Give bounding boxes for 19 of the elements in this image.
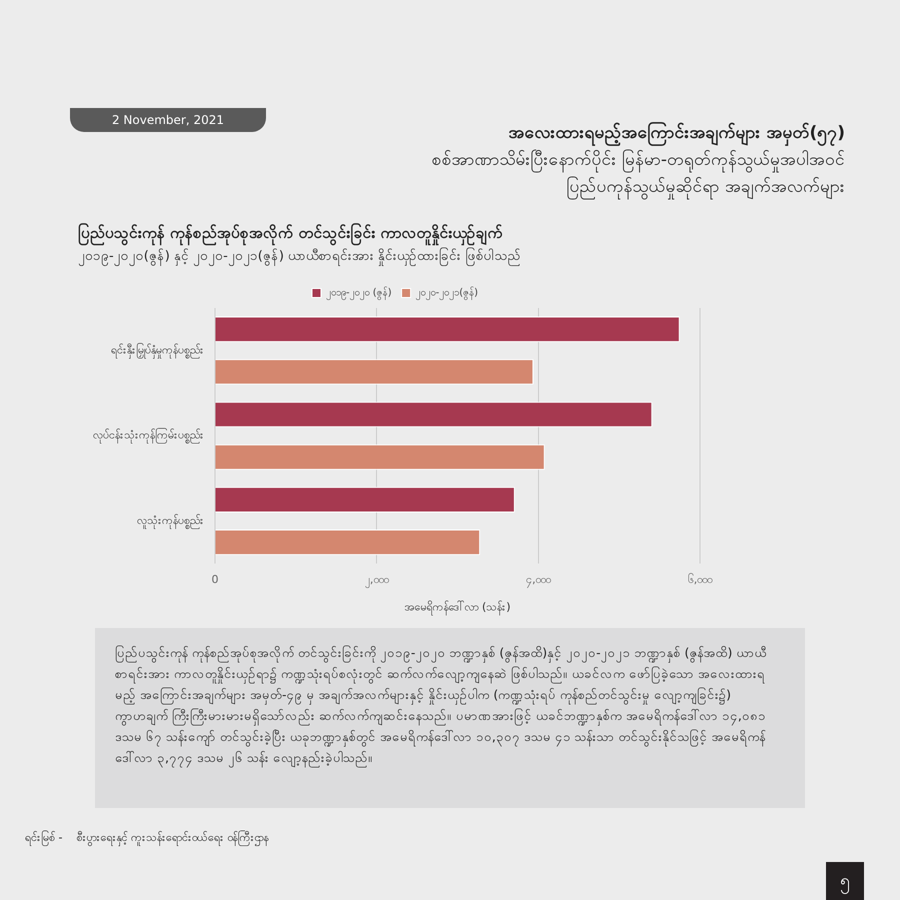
x-axis-title: အမေရိကန်ဒေါ်လာ (သန်း) bbox=[404, 600, 511, 616]
text: ၅ bbox=[826, 862, 864, 900]
chart-subtitle: ၂၀၁၉-၂၀၂၀(ဇွန်) နှင့် ၂၀၂၀-၂၀၂၁(ဇွန်) ယာယီစာရင်းအား နှိုင်းယှဉ်ထားခြင်း ဖြစ်ပါသည် bbox=[78, 247, 522, 266]
x-tick-label: ၆,၀၀၀ bbox=[688, 573, 712, 586]
x-tick-label: ၂,၀၀၀ bbox=[364, 573, 388, 588]
x-tick-label: 0 bbox=[212, 573, 218, 586]
text: ပြည်ပသွင်းကုန် ကုန်စည်အုပ်စုအလိုက် တင်သွင်းခြင်းကို ၂၀၁၉-၂၀၂၀ ဘဏ္ဍာနှစ် (ဇွန်အထိ)နှင့် ၂၀၂၀-၂၀၂၁ ဘဏ္ဍာနှစ် (ဇွန်အထိ) ယာယီစာရင်းအား ကာလတူနှိုင်းယှဉ်ရာ၌ ကဏ္ဍသုံးရပ်စလုံးတွင် ဆက်လက်လျော့ကျနေဆဲ ဖြစ်ပါသည်။ ယခင်လက ဖော်ပြခဲ့သော အလေးထားရမည့် အကြောင်းအချက်များ အမှတ်-၄၉ မှ အချက်အလက်များနှင့် နှိုင်းယှဉ်ပါက (ကဏ္ဍသုံးရပ် ကုန်စည်တင်သွင်းမှု လျော့ကျခြင်း၌) ကွာဟချက် ကြီးကြီးမားမားမရှိသော်လည်း ဆက်လက်ကျဆင်းနေသည်။ ပမာဏအားဖြင့် ယခင်ဘဏ္ဍာနှစ်က အမေရိကန်ဒေါ်လာ ၁၄,၀၈၁ ဒသမ ၆၇ သန်းကျော် တင်သွင်းခဲ့ပြီး ယခုဘဏ္ဍာနှစ်တွင် အမေရိကန်ဒေါ်လာ ၁၀,၃၀၇ ဒသမ ၄၁ သန်းသာ တင်သွင်းနိုင်သဖြင့် အမေရိကန်ဒေါ်လာ ၃,၇၇၄ ဒသမ ၂၆ သန်း လျော့နည်းခဲ့ပါသည်။ bbox=[95, 628, 805, 808]
legend-label: ၂၀၂၀-၂၀၂၁(ဇွန်) bbox=[416, 286, 478, 301]
chart-title: ပြည်ပသွင်းကုန် ကုန်စည်အုပ်စုအလိုက် တင်သွင်းခြင်း ကာလတူနှိုင်းယှဉ်ချက် bbox=[78, 223, 504, 245]
y-tick-label: ရင်းနှီးမြှုပ်နှံမှုကုန်ပစ္စည်း bbox=[111, 342, 204, 358]
text: 2 November, 2021 bbox=[70, 108, 266, 132]
y-tick-label: လုပ်ငန်းသုံးကုန်ကြမ်းပစ္စည်း bbox=[93, 428, 204, 444]
x-tick-label: ၄,၀၀၀ bbox=[526, 573, 551, 588]
legend-label: ၂၀၁၉-၂၀၂၀ (ဇွန်) bbox=[326, 286, 392, 301]
text: စစ်အာဏာသိမ်းပြီးနောက်ပိုင်း မြန်မာ-တရုတ်ကုန်သွယ်မှုအပါအဝင် bbox=[430, 148, 845, 174]
text: အလေးထားရမည့်အကြောင်းအချက်များ အမှတ်(၅၇) bbox=[508, 121, 845, 147]
text: ရင်းမြစ် - စီးပွားရေးနှင့် ကူးသန်းရောင်းဝယ်ရေး ဝန်ကြီးဌာန bbox=[25, 830, 270, 846]
y-tick-label: လူသုံးကုန်ပစ္စည်း bbox=[137, 514, 204, 529]
text: ပြည်ပကုန်သွယ်မှုဆိုင်ရာ အချက်အလက်များ bbox=[566, 176, 845, 201]
